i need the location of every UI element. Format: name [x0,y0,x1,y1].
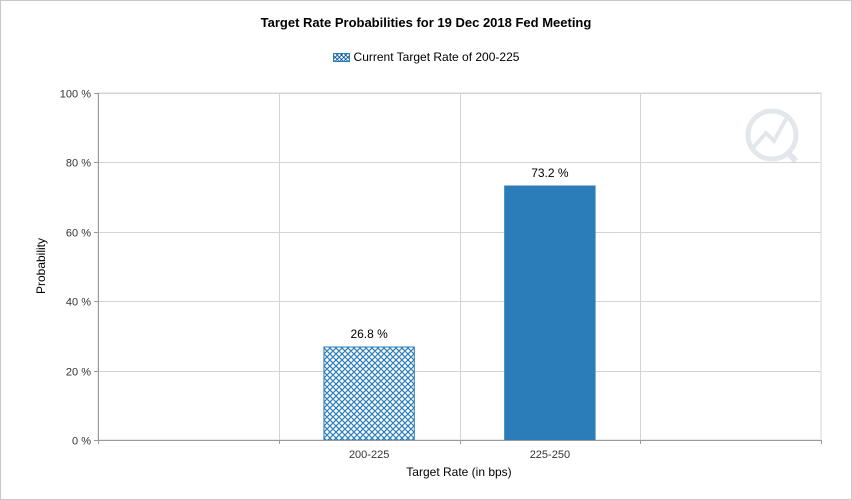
grid [97,92,822,441]
y-tick-label: 40 % [66,297,91,309]
y-tick-label: 80 % [66,158,91,170]
plot-area-border [97,92,822,441]
legend-label: Current Target Rate of 200-225 [353,50,520,64]
legend-swatch-hatched [332,52,350,62]
bars: 26.8 % 73.2 % [323,166,596,441]
bar-200-225 [323,346,415,441]
quikstrike-logo-icon [745,108,799,164]
y-tick-label: 100 % [60,89,91,101]
x-tick-label: 225-250 [530,449,570,461]
y-tick-label: 60 % [66,228,91,240]
chart-title: Target Rate Probabilities for 19 Dec 201… [260,15,592,30]
data-label: 26.8 % [350,327,388,341]
data-label: 73.2 % [531,166,569,180]
y-tick-label: 20 % [66,367,91,379]
x-axis-title: Target Rate (in bps) [406,465,511,479]
y-tick-label: 0 % [72,436,91,448]
axes: 0 % 20 % 40 % 60 % 80 % 100 % 200-225 225-250 [60,89,822,461]
y-axis-title: Probability [34,238,48,294]
x-tick-label: 200-225 [349,449,389,461]
bar-225-250 [504,185,596,441]
legend: Current Target Rate of 200-225 [0,50,852,64]
